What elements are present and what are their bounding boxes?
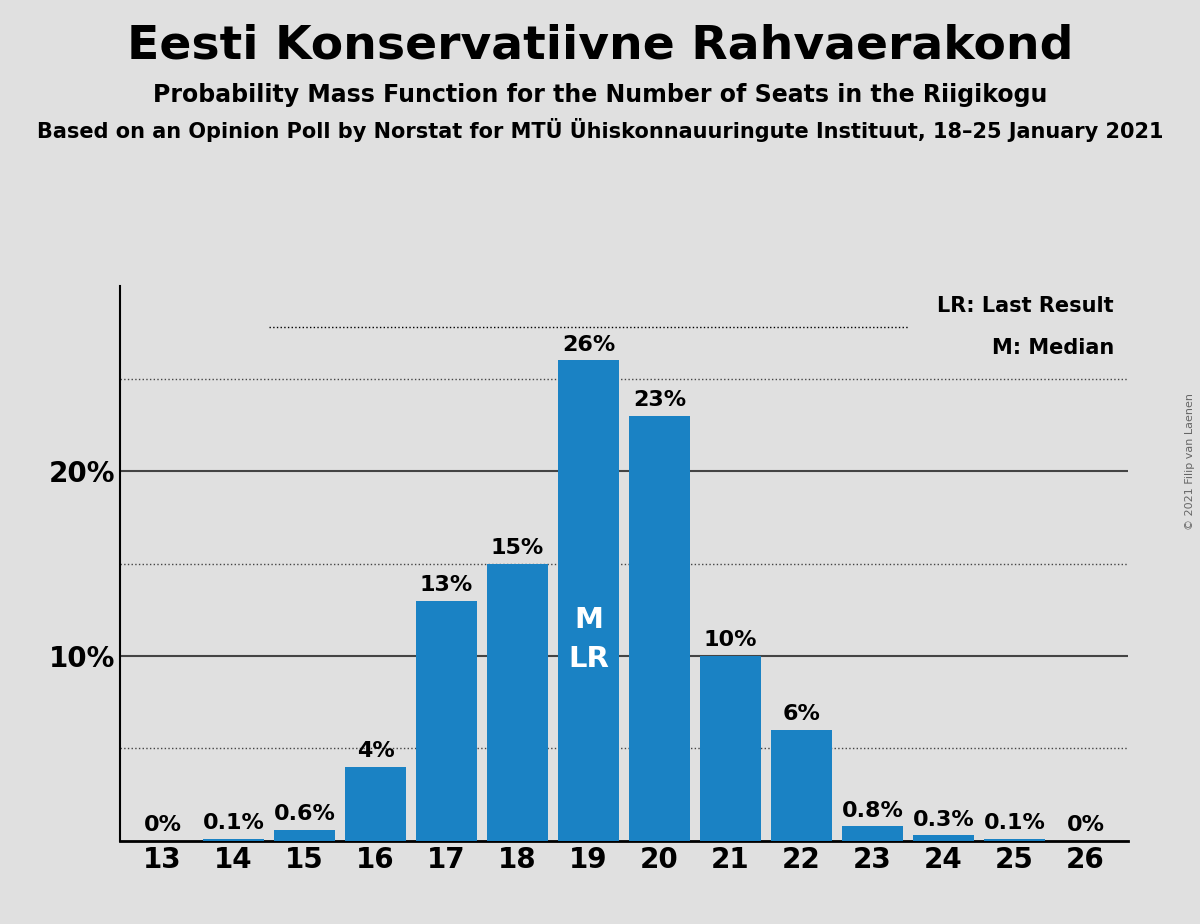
Text: 0.1%: 0.1% xyxy=(984,813,1045,833)
Text: 15%: 15% xyxy=(491,538,544,558)
Text: M: Median: M: Median xyxy=(991,338,1114,359)
Text: 6%: 6% xyxy=(782,704,821,724)
Text: Eesti Konservatiivne Rahvaerakond: Eesti Konservatiivne Rahvaerakond xyxy=(127,23,1073,68)
Text: M
LR: M LR xyxy=(568,605,608,673)
Bar xyxy=(913,835,973,841)
Bar xyxy=(275,830,335,841)
Text: 10%: 10% xyxy=(703,630,757,650)
Bar xyxy=(416,601,476,841)
Bar xyxy=(629,416,690,841)
Text: 0.6%: 0.6% xyxy=(274,804,336,824)
Bar xyxy=(842,826,902,841)
Text: 4%: 4% xyxy=(356,741,395,761)
Text: 0.1%: 0.1% xyxy=(203,813,264,833)
Bar xyxy=(772,730,832,841)
Text: 0%: 0% xyxy=(144,815,181,835)
Bar xyxy=(558,360,619,841)
Text: 0.8%: 0.8% xyxy=(841,800,904,821)
Bar xyxy=(984,839,1044,841)
Text: 23%: 23% xyxy=(632,390,686,410)
Text: 13%: 13% xyxy=(420,575,473,595)
Text: © 2021 Filip van Laenen: © 2021 Filip van Laenen xyxy=(1186,394,1195,530)
Bar xyxy=(204,839,264,841)
Text: LR: Last Result: LR: Last Result xyxy=(937,296,1114,316)
Text: 0.3%: 0.3% xyxy=(912,809,974,830)
Bar xyxy=(487,564,547,841)
Text: Based on an Opinion Poll by Norstat for MTÜ Ühiskonnauuringute Instituut, 18–25 : Based on an Opinion Poll by Norstat for … xyxy=(37,118,1163,142)
Text: 26%: 26% xyxy=(562,334,616,355)
Bar xyxy=(701,656,761,841)
Text: Probability Mass Function for the Number of Seats in the Riigikogu: Probability Mass Function for the Number… xyxy=(152,83,1048,107)
Bar xyxy=(346,767,406,841)
Text: 0%: 0% xyxy=(1067,815,1104,835)
